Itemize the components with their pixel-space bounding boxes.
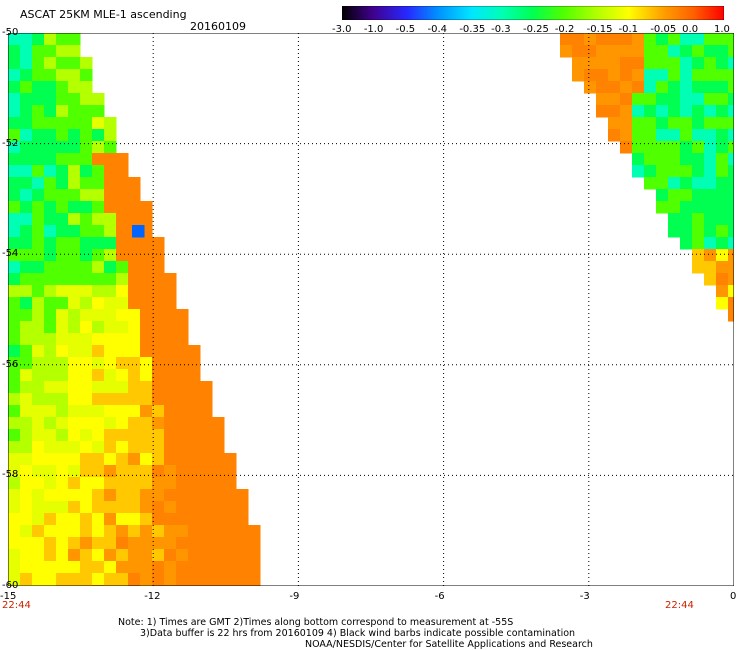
lon-tick-label: -15 (0, 591, 17, 602)
colorbar-label: -0.35 (459, 24, 486, 35)
colorbar-label: -0.4 (427, 24, 448, 35)
colorbar-label: 1.0 (714, 24, 730, 35)
colorbar-label: -0.1 (618, 24, 639, 35)
image-title: ASCAT 25KM MLE-1 ascending (20, 8, 187, 21)
lon-tick-label: -3 (579, 591, 590, 602)
lat-tick-label: -52 (2, 137, 19, 149)
colorbar-label: -0.2 (554, 24, 575, 35)
note-line-3: NOAA/NESDIS/Center for Satellite Applica… (305, 639, 593, 650)
colorbar-label: -0.05 (650, 24, 677, 35)
grid-layer (8, 33, 734, 586)
lon-tick-label: 0 (730, 591, 737, 602)
lat-tick-label: -60 (2, 580, 19, 591)
lon-tick-label: -9 (289, 591, 300, 602)
wind-map (8, 33, 734, 586)
colorbar-label: -1.0 (363, 24, 384, 35)
colorbar-label: -0.5 (395, 24, 416, 35)
colorbar-label: 0.0 (682, 24, 699, 35)
swath-layer (8, 33, 734, 586)
lon-tick-label: -12 (144, 591, 161, 602)
lat-tick-label: -56 (2, 358, 19, 370)
lat-tick-label: -54 (2, 248, 19, 260)
note-line-2: 3)Data buffer is 22 hrs from 20160109 4)… (140, 628, 576, 639)
colorbar-label: -3.0 (332, 24, 352, 35)
image-date: 20160109 (190, 20, 246, 33)
lat-tick-label: -50 (2, 27, 19, 38)
lon-tick-label: -6 (434, 591, 445, 602)
time-left: 22:44 (2, 600, 31, 611)
time-right: 22:44 (665, 600, 694, 611)
colorbar (342, 6, 724, 20)
colorbar-label: -0.15 (586, 24, 613, 35)
note-line-1: Note: 1) Times are GMT 2)Times along bot… (118, 617, 514, 628)
lat-tick-label: -58 (2, 469, 19, 481)
colorbar-label: -0.3 (491, 24, 511, 35)
colorbar-label: -0.25 (523, 24, 549, 35)
